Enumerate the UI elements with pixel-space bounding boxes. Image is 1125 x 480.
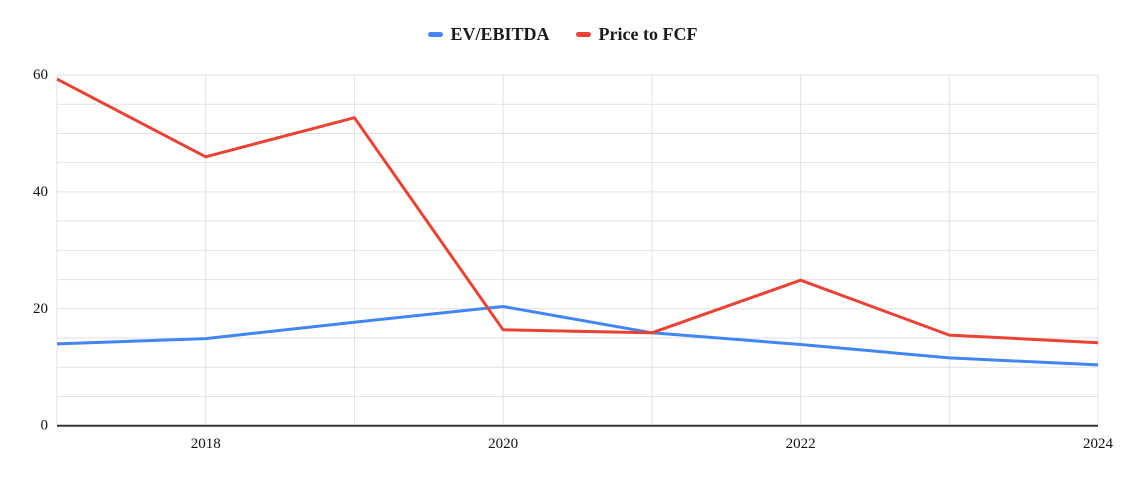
legend-item-ev-ebitda[interactable]: EV/EBITDA xyxy=(427,24,550,45)
x-tick-label: 2022 xyxy=(786,436,816,452)
legend-swatch-ev-ebitda-icon xyxy=(427,32,443,37)
y-tick-label: 40 xyxy=(33,184,48,200)
chart-legend: EV/EBITDA Price to FCF xyxy=(0,24,1125,45)
y-tick-label: 0 xyxy=(41,418,49,434)
y-tick-label: 60 xyxy=(33,67,48,83)
x-tick-label: 2024 xyxy=(1083,436,1114,452)
legend-label-ev-ebitda: EV/EBITDA xyxy=(450,24,550,44)
legend-item-price-to-fcf[interactable]: Price to FCF xyxy=(575,24,698,45)
x-tick-label: 2018 xyxy=(191,436,221,452)
series-line-1[interactable] xyxy=(56,77,1099,345)
legend-swatch-price-to-fcf-icon xyxy=(575,32,591,37)
legend-label-price-to-fcf: Price to FCF xyxy=(598,24,698,44)
x-tick-label: 2020 xyxy=(488,436,518,452)
y-tick-label: 20 xyxy=(33,301,48,317)
gridlines xyxy=(56,74,1099,426)
series-line-0[interactable] xyxy=(56,305,1099,367)
